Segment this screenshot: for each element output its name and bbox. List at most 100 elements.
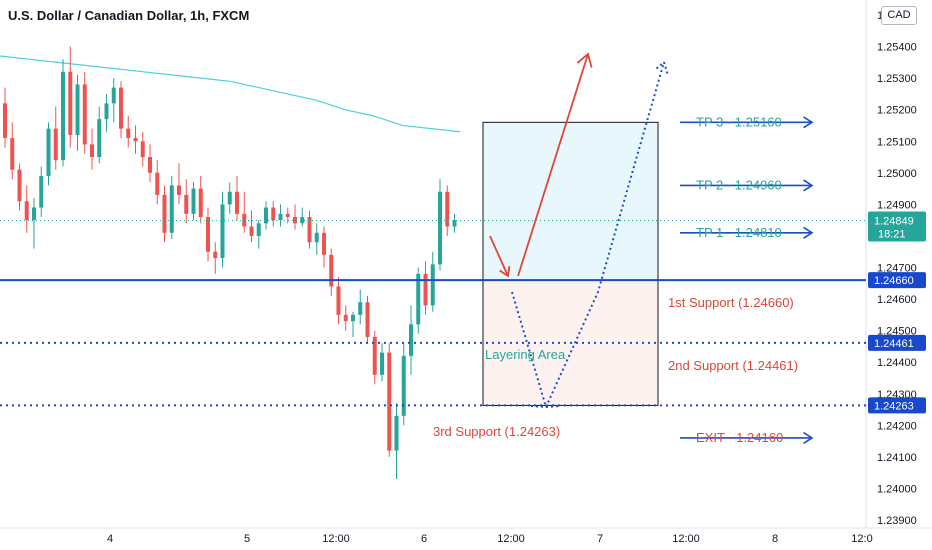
candles <box>3 46 457 479</box>
price-tick-label: 1.25400 <box>877 42 917 54</box>
candle-body <box>235 191 239 214</box>
candle-body <box>90 144 94 158</box>
candle-body <box>61 71 65 161</box>
candle-body <box>278 213 283 221</box>
candle-body <box>177 185 181 195</box>
exit-label: EXIT - 1.24160 <box>696 430 783 445</box>
candle-body <box>343 314 348 322</box>
candle-body <box>285 213 290 217</box>
annotation-labels: TP 3 - 1.25160 TP 2 - 1.24960 TP 1 - 1.2… <box>433 114 798 445</box>
current-price-badge <box>868 211 926 242</box>
candle-body <box>430 264 435 306</box>
support2-badge <box>868 334 926 351</box>
candle-body <box>322 232 326 255</box>
support3-badge-value: 1.24263 <box>874 400 914 412</box>
exit-arrow-head <box>803 431 814 444</box>
candle-body <box>206 217 210 252</box>
price-tick-label: 1.24700 <box>877 263 917 275</box>
candle-body <box>438 191 442 265</box>
candle-body <box>314 232 319 243</box>
price-tick-label: 1.24500 <box>877 326 917 338</box>
candle-body <box>213 251 218 259</box>
time-tick-label: 6 <box>421 533 427 545</box>
candle-body <box>82 84 87 145</box>
candle-countdown: 18:21 <box>878 228 906 240</box>
candle-body <box>119 87 123 129</box>
layering-area-label: Layering Area <box>485 347 566 362</box>
tp1-label: TP 1 - 1.24810 <box>696 225 782 240</box>
candle-body <box>184 194 189 214</box>
candle-body <box>401 355 406 416</box>
candle-body <box>227 191 232 205</box>
candle-body <box>351 314 355 322</box>
candle-body <box>126 128 131 139</box>
support1-badge-value: 1.24660 <box>874 275 914 287</box>
candle-body <box>365 302 370 337</box>
candle-body <box>111 87 116 104</box>
time-axis: 4 5 12:00 6 12:00 7 12:00 8 12:0 <box>107 533 873 545</box>
candle-body <box>32 207 36 221</box>
support1-badge <box>868 272 926 289</box>
time-tick-label: 8 <box>772 533 778 545</box>
currency-button[interactable]: CAD <box>881 6 917 25</box>
price-axis: 1.255001.254001.253001.252001.251001.250… <box>877 10 917 527</box>
price-tick-label: 1.25100 <box>877 136 917 148</box>
candle-body <box>409 324 413 356</box>
candle-body <box>155 172 160 195</box>
moving-average-line <box>0 55 461 133</box>
price-tick-label: 1.25000 <box>877 168 917 180</box>
price-tick-label: 1.24000 <box>877 483 917 495</box>
candle-body <box>97 119 102 158</box>
price-tick-label: 1.24900 <box>877 199 917 211</box>
tp1-arrow-head <box>803 226 814 239</box>
candle-body <box>380 352 384 375</box>
candle-body <box>104 103 109 120</box>
support1-label: 1st Support (1.24660) <box>668 295 794 310</box>
price-tick-label: 1.25200 <box>877 105 917 117</box>
time-tick-label: 12:00 <box>672 533 700 545</box>
annotation-arrows <box>489 52 814 444</box>
candle-body <box>75 84 80 135</box>
chart-title: U.S. Dollar / Canadian Dollar, 1h, FXCM <box>8 8 250 23</box>
candle-body <box>169 185 174 233</box>
tp2-label: TP 2 - 1.24960 <box>696 177 782 192</box>
candle-body <box>53 128 58 161</box>
support2-label: 2nd Support (1.24461) <box>668 358 798 373</box>
grid <box>0 0 932 529</box>
current-price-value: 1.24849 <box>874 215 914 227</box>
time-tick-label: 7 <box>597 533 603 545</box>
time-tick-label: 4 <box>107 533 113 545</box>
candle-body <box>423 273 428 306</box>
price-tick-label: 1.24400 <box>877 357 917 369</box>
candle-body <box>140 141 145 158</box>
time-tick-label: 5 <box>244 533 250 545</box>
candle-body <box>416 273 421 325</box>
candle-body <box>445 191 450 227</box>
price-tick-label: 1.24600 <box>877 294 917 306</box>
candle-body <box>452 220 457 227</box>
axis-price-badges: 1.24849 18:21 1.24660 1.24461 1.24263 <box>868 211 926 414</box>
tp3-arrow-head <box>803 116 814 129</box>
candle-body <box>24 201 29 221</box>
candle-body <box>387 352 392 451</box>
candle-body <box>68 71 73 135</box>
candle-body <box>300 217 305 224</box>
candle-body <box>39 175 44 208</box>
candle-body <box>17 169 22 202</box>
buy-zone-box <box>482 121 659 281</box>
price-tick-label: 1.24200 <box>877 420 917 432</box>
rally-arrow-head <box>576 52 593 68</box>
support3-label: 3rd Support (1.24263) <box>433 424 560 439</box>
candle-body <box>220 204 225 259</box>
candle-body <box>46 128 51 176</box>
price-tick-label: 1.25300 <box>877 73 917 85</box>
support2-badge-value: 1.24461 <box>874 338 914 350</box>
candle-body <box>372 336 377 375</box>
candle-body <box>148 157 152 173</box>
candle-body <box>133 138 138 142</box>
time-tick-label: 12:00 <box>497 533 525 545</box>
support-lines <box>0 219 866 407</box>
candle-body <box>293 217 297 224</box>
candle-body <box>198 188 203 217</box>
